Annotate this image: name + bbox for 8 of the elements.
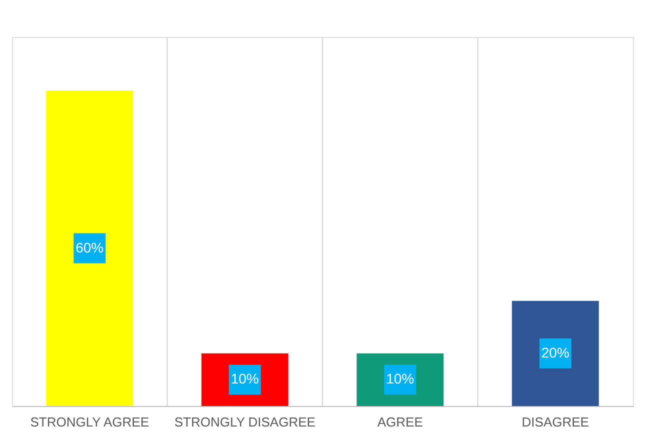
data-label: 60% [76, 239, 104, 256]
x-tick-label: STRONGLY AGREE [30, 414, 150, 430]
x-tick-label: STRONGLY DISAGREE [174, 414, 316, 430]
data-label: 20% [541, 344, 570, 360]
data-label: 10% [230, 370, 259, 387]
data-label: 10% [386, 370, 414, 387]
x-tick-label: AGREE [377, 414, 424, 430]
x-tick-label: DISAGREE [522, 414, 590, 430]
